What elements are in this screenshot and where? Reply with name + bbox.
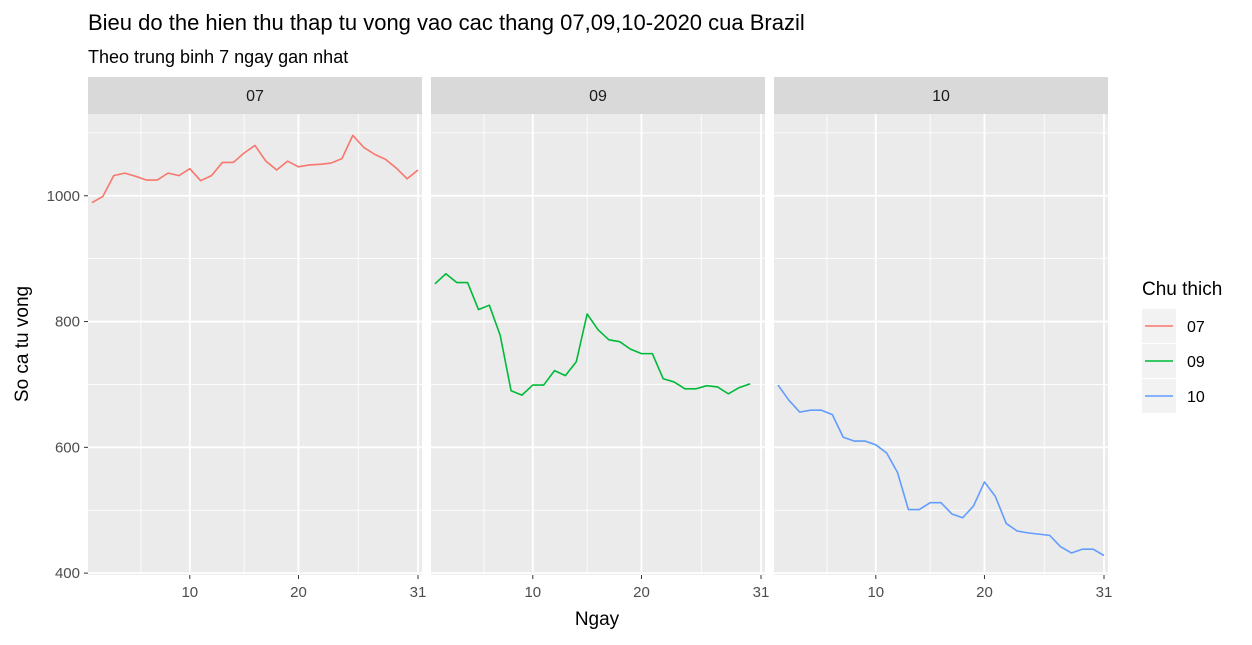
facet-panels: 07 10 20 31 09 10 20 31 10 10 20 31 (88, 77, 1112, 601)
y-tick-label: 800 (55, 314, 80, 331)
facet-panel-10: 10 10 20 31 (774, 77, 1112, 601)
legend: Chu thich 07 09 10 (1142, 279, 1222, 413)
chart-title: Bieu do the hien thu thap tu vong vao ca… (88, 10, 805, 35)
facet-strip-label: 09 (589, 88, 607, 105)
legend-item-09: 09 (1142, 344, 1205, 378)
facet-strip (88, 77, 422, 114)
y-axis-title: So ca tu vong (12, 286, 33, 402)
x-tick-label: 10 (524, 584, 541, 601)
legend-label: 09 (1187, 354, 1205, 371)
x-tick-label: 20 (976, 584, 993, 601)
legend-title: Chu thich (1142, 279, 1222, 300)
x-tick-label: 31 (1096, 584, 1113, 601)
facet-panel-09: 09 10 20 31 (431, 77, 769, 601)
legend-label: 07 (1187, 319, 1205, 336)
series-line-10 (777, 384, 1105, 557)
x-tick-label: 31 (753, 584, 770, 601)
chart-subtitle: Theo trung binh 7 ngay gan nhat (88, 47, 348, 67)
panel-background (431, 114, 765, 575)
legend-item-07: 07 (1142, 309, 1205, 343)
facet-strip (774, 77, 1108, 114)
facet-strip-label: 10 (932, 88, 950, 105)
legend-label: 10 (1187, 389, 1205, 406)
x-tick-label: 20 (290, 584, 307, 601)
legend-item-10: 10 (1142, 379, 1205, 413)
x-axis-title: Ngay (575, 609, 620, 630)
facet-strip (431, 77, 765, 114)
panel-background (774, 114, 1108, 575)
y-tick-label: 400 (55, 565, 80, 582)
x-tick-label: 20 (633, 584, 650, 601)
facet-panel-07: 07 10 20 31 (88, 77, 426, 601)
x-tick-label: 10 (867, 584, 884, 601)
y-tick-label: 1000 (47, 188, 80, 205)
series-line-09 (434, 272, 751, 396)
panel-background (88, 114, 422, 575)
x-tick-label: 31 (410, 584, 427, 601)
x-tick-label: 10 (181, 584, 198, 601)
facet-strip-label: 07 (246, 88, 264, 105)
y-axis: 400 600 800 1000 (47, 188, 88, 582)
y-tick-label: 600 (55, 439, 80, 456)
series-line-07 (91, 134, 419, 204)
